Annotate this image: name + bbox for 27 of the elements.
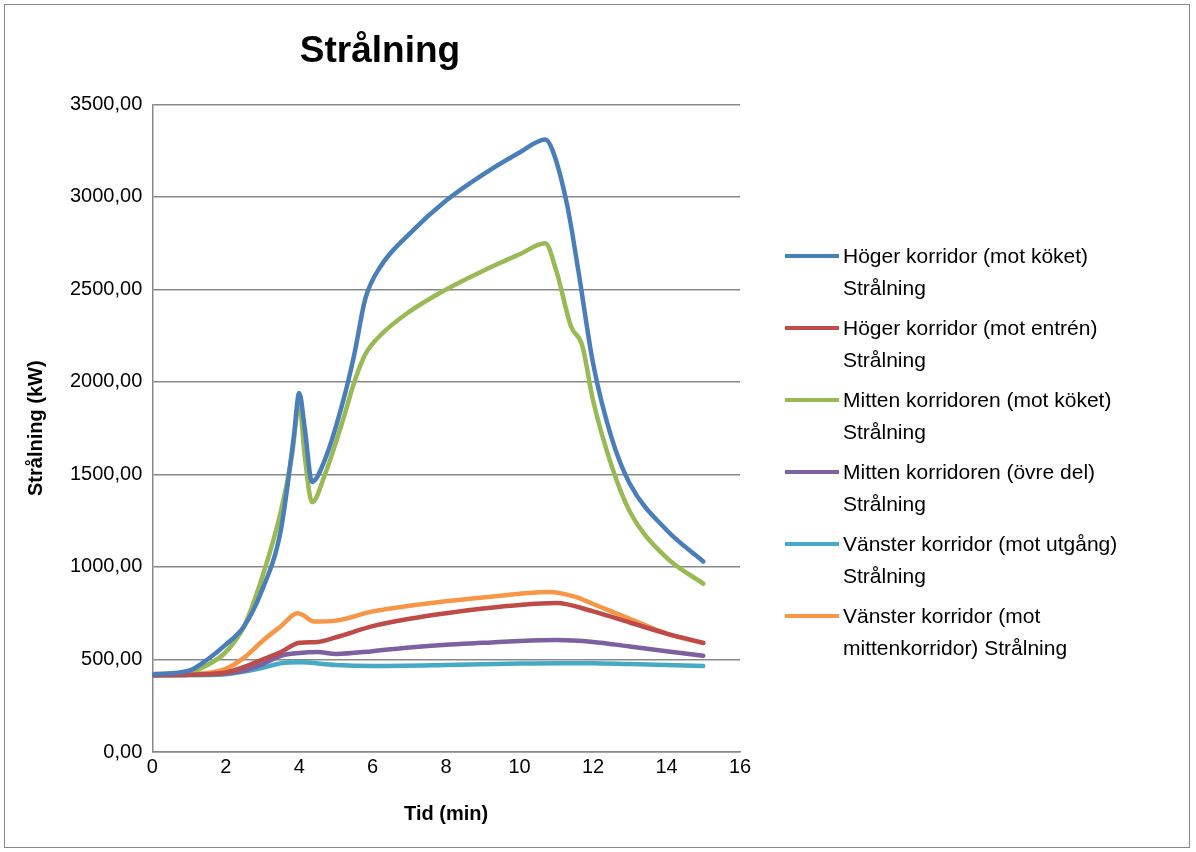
y-tick-label: 500,00 [81, 647, 143, 669]
y-tick-label: 1000,00 [70, 554, 143, 577]
y-tick-label: 1500,00 [70, 461, 143, 484]
y-tick-label: 0,00 [103, 739, 143, 762]
line-series [152, 137, 706, 677]
x-tick-label: 16 [728, 754, 752, 777]
x-tick-label: 10 [508, 754, 531, 777]
y-tick-label: 2500,00 [70, 276, 143, 299]
chart-title: Strålning [299, 29, 461, 71]
legend-label: Mitten korridoren (mot köket) Strålning [843, 388, 1112, 443]
x-axis-title: Tid (min) [404, 801, 489, 824]
x-tick-label: 0 [146, 754, 158, 777]
y-tick-label: 3000,00 [70, 184, 143, 207]
x-tick-label: 12 [581, 754, 605, 777]
legend-label: Höger korridor (mot entrén) Strålning [843, 316, 1098, 371]
x-tick-label: 2 [220, 754, 232, 777]
legend-label: Vänster korridor (mot utgång) Strålning [843, 532, 1118, 587]
x-tick-label: 4 [293, 754, 305, 777]
legend-label: Höger korridor (mot köket) Strålning [843, 244, 1089, 299]
y-tick-label: 3500,00 [70, 91, 143, 114]
x-tick-label: 8 [440, 754, 452, 777]
x-tick-label: 6 [367, 754, 379, 777]
y-axis-title: Strålning (kW) [23, 360, 46, 496]
x-tick-label: 14 [655, 754, 678, 777]
legend-label: Vänster korridor (mot mittenkorridor) Strålning [843, 604, 1068, 659]
legend-label: Mitten korridoren (övre del) Strålning [843, 460, 1096, 515]
y-tick-label: 2000,00 [70, 369, 143, 392]
